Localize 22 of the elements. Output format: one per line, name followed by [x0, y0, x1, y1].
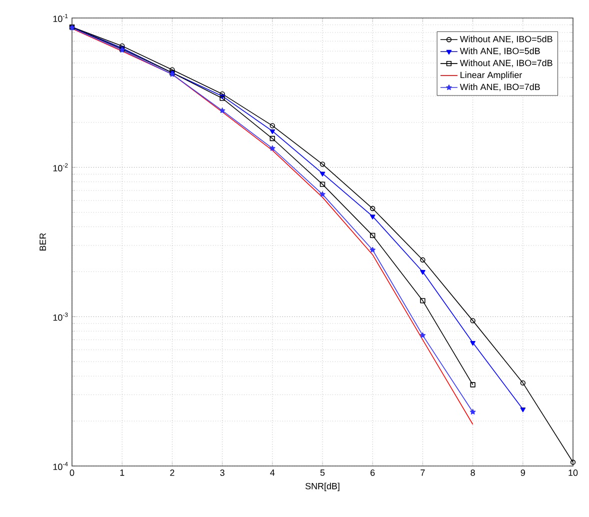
y-axis-title: BER [40, 233, 46, 250]
x-tick-label: 9 [520, 470, 525, 476]
legend-label: Linear Amplifier [460, 72, 522, 80]
x-axis-title: SNR[dB] [305, 482, 340, 492]
x-tick-label: 8 [470, 470, 475, 476]
legend-label: Without ANE, IBO=7dB [460, 60, 552, 68]
x-tick-label: 3 [220, 470, 224, 476]
x-tick-label: 7 [420, 470, 425, 476]
y-tick-label: 10$^{-3}$ [53, 312, 68, 321]
legend-label: Without ANE, IBO=5dB [460, 36, 552, 44]
x-tick-label: 5 [320, 470, 325, 476]
x-tick-label: 6 [370, 470, 375, 476]
y-tick-label: 10$^{-2}$ [53, 163, 68, 172]
x-tick-label: 4 [270, 470, 275, 476]
y-tick-label: 10$^{-4}$ [53, 462, 68, 470]
x-tick-label: 0 [70, 470, 74, 476]
legend-label: With ANE, IBO=7dB [460, 84, 540, 92]
x-tick-label: 10 [568, 470, 578, 476]
x-tick-label: 2 [170, 470, 174, 476]
x-tick-label: 1 [120, 470, 124, 476]
legend-label: With ANE, IBO=5dB [460, 48, 540, 56]
y-tick-label: 10$^{-1}$ [53, 14, 68, 22]
